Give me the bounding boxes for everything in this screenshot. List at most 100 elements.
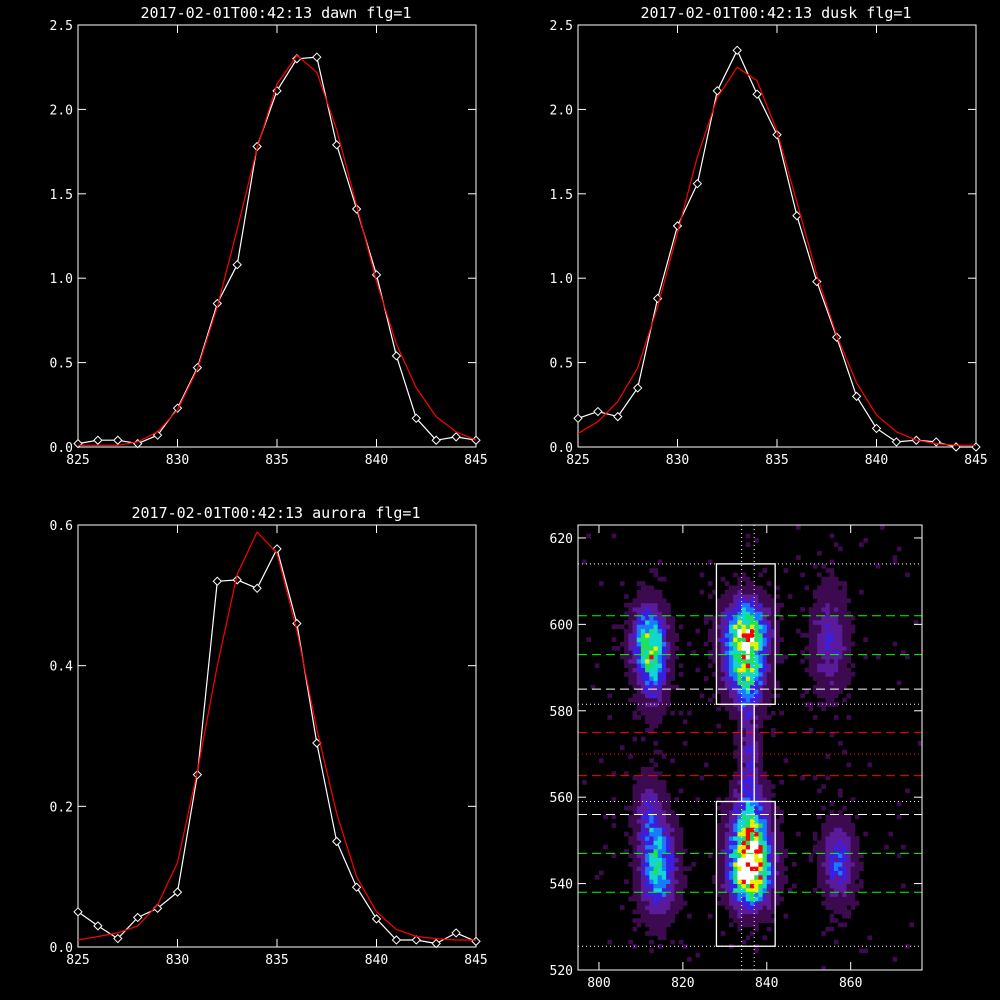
heatmap-cell [750, 896, 755, 902]
heatmap-cell [821, 684, 826, 690]
heatmap-cell [829, 810, 835, 815]
heatmap-cell [817, 607, 822, 612]
heatmap-cell [825, 684, 831, 690]
heatmap-cell [733, 823, 738, 828]
heatmap-cell [758, 598, 763, 604]
heatmap-cell [829, 862, 835, 867]
heatmap-cell [901, 650, 906, 655]
heatmap-cell [649, 892, 654, 897]
heatmap-cell [724, 805, 730, 811]
heatmap-cell [821, 693, 826, 699]
heatmap-cell [653, 922, 659, 928]
heatmap-cell [846, 840, 852, 846]
heatmap-cell [670, 646, 675, 651]
heatmap-cell [657, 926, 663, 932]
heatmap-cell [796, 628, 801, 634]
heatmap-cell [762, 684, 768, 690]
heatmap-cell [666, 615, 671, 621]
heatmap-cell [846, 693, 852, 699]
heatmap-cell [745, 533, 751, 539]
heatmap-cell [670, 875, 675, 880]
heatmap-cell [750, 607, 755, 612]
heatmap-cell [733, 741, 738, 746]
heatmap-cell [729, 676, 734, 681]
heatmap-cell [829, 827, 835, 833]
heatmap-cell [661, 827, 667, 833]
heatmap-cell [737, 754, 742, 759]
heatmap-cell [632, 797, 638, 802]
heatmap-cell [708, 615, 713, 621]
heatmap-cell [754, 887, 759, 893]
heatmap-cell [653, 801, 659, 807]
heatmap-cell [817, 641, 822, 647]
heatmap-cell [817, 689, 822, 694]
heatmap-cell [758, 857, 763, 863]
heatmap-cell [833, 836, 839, 841]
heatmap-cell [661, 853, 667, 858]
heatmap-cell [754, 948, 759, 954]
heatmap-cell [754, 715, 759, 720]
heatmap-cell [640, 702, 646, 707]
heatmap-cell [825, 594, 831, 599]
heatmap-cell [775, 585, 780, 591]
heatmap-cell [670, 896, 675, 902]
heatmap-cell [640, 611, 646, 617]
heatmap-cell [678, 840, 684, 846]
heatmap-cell [825, 870, 831, 876]
heatmap-cell [775, 607, 780, 612]
heatmap-cell [758, 818, 763, 824]
heatmap-cell [657, 853, 663, 858]
heatmap-cell [846, 896, 852, 902]
heatmap-cell [741, 918, 747, 923]
data-point [451, 928, 461, 938]
x-tick-label: 845 [464, 953, 487, 968]
heatmap-cell [678, 900, 684, 906]
data-point [451, 432, 461, 442]
heatmap-cell [754, 771, 759, 776]
heatmap-cell [817, 702, 822, 707]
heatmap-cell [829, 866, 835, 871]
heatmap-cell [724, 693, 730, 699]
heatmap-cell [628, 628, 633, 634]
heatmap-cell [733, 771, 738, 776]
heatmap-cell [649, 788, 654, 794]
heatmap-cell [775, 633, 780, 638]
heatmap-cell [632, 801, 638, 807]
heatmap-cell [741, 572, 747, 578]
heatmap-cell [653, 849, 659, 854]
heatmap-cell [825, 633, 831, 638]
heatmap-cell [708, 559, 713, 565]
heatmap-cell [670, 628, 675, 634]
heatmap-cell [699, 693, 705, 699]
heatmap-cell [771, 918, 776, 923]
heatmap-cell [829, 875, 835, 880]
heatmap-cell [758, 918, 763, 923]
heatmap-cell [611, 823, 617, 828]
heatmap-cell [758, 650, 763, 655]
heatmap-cell [733, 585, 738, 591]
heatmap-cell [817, 663, 822, 668]
heatmap-cell [737, 853, 742, 858]
heatmap-cell [636, 667, 642, 673]
heatmap-cell [829, 671, 835, 677]
heatmap-cell [745, 710, 751, 716]
heatmap-cell [846, 870, 852, 876]
heatmap-cell [657, 879, 663, 884]
heatmap-cell [771, 676, 776, 681]
heatmap-cell [628, 823, 633, 828]
heatmap-cell [733, 658, 738, 664]
heatmap-cell [716, 706, 721, 712]
heatmap-cell [729, 814, 734, 820]
heatmap-cell [829, 905, 835, 910]
heatmap-cell [666, 918, 671, 923]
heatmap-cell [649, 814, 654, 820]
heatmap-cell [653, 926, 659, 932]
heatmap-cell [854, 853, 860, 858]
heatmap-cell [741, 939, 747, 945]
heatmap-cell [766, 896, 772, 902]
heatmap-cell [779, 870, 784, 876]
heatmap-cell [666, 900, 671, 906]
heatmap-cell [661, 667, 667, 673]
heatmap-cell [645, 836, 650, 841]
heatmap-cell [636, 844, 642, 850]
